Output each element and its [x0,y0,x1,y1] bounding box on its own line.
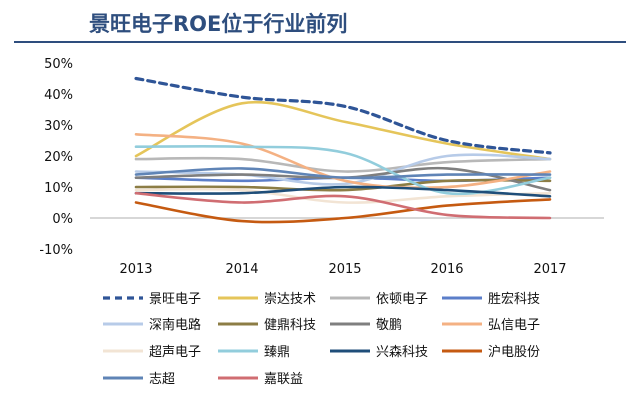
legend-label: 志超 [149,372,175,387]
y-tick-label: 0% [52,212,73,227]
legend-label: 深南电路 [149,317,201,333]
y-tick-label: 10% [44,181,73,196]
x-tick-label: 2013 [119,262,152,277]
legend-label: 健鼎科技 [264,318,316,333]
legend-label: 崇达技术 [264,292,316,307]
legend-label: 胜宏科技 [488,292,540,307]
series-line-13 [134,167,552,180]
series-line-11 [134,185,552,198]
legend-label: 兴森科技 [376,345,428,360]
x-tick-label: 2015 [328,262,361,277]
series-line-14 [134,191,552,220]
legend-label: 沪电股份 [488,344,540,360]
series-line-6 [134,178,552,192]
series-line-8 [134,133,552,190]
y-tick-label: 20% [44,150,73,165]
legend-label: 臻鼎 [264,345,290,360]
x-tick-label: 2014 [225,262,258,277]
x-tick-label: 2016 [430,262,463,277]
x-tick-label: 2017 [533,262,566,277]
series-line-9 [134,187,552,204]
chart-title: 景旺电子ROE位于行业前列 [89,12,347,36]
legend-label: 嘉联益 [264,372,303,387]
y-tick-label: 40% [44,88,73,103]
series-line-5 [134,153,552,186]
series-line-3 [134,156,552,173]
y-tick-label: 30% [44,119,73,134]
legend-label: 弘信电子 [488,318,540,333]
series-line-2 [134,100,552,161]
legend-label: 依顿电子 [376,292,428,307]
series-line-12 [134,198,552,224]
series-line-1 [134,76,552,155]
series-layer [134,76,552,224]
y-tick-label: -10% [39,243,73,258]
y-tick-label: 50% [44,57,73,72]
legend-label: 敬鹏 [376,317,402,333]
legend-label: 景旺电子 [149,292,201,307]
legend-label: 超声电子 [149,345,201,360]
axis-layer: -10% 0% 10% 20% 30% 40% 50% 2013 2014 2015 2016 201… [39,57,604,277]
